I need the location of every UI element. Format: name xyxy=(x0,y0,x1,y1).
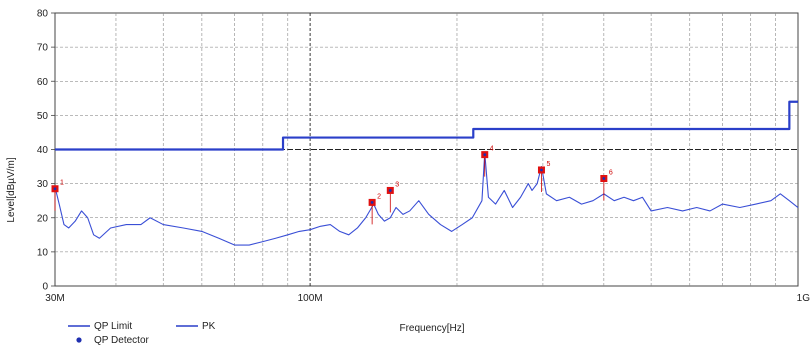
legend-swatch-qp-detector xyxy=(76,337,82,343)
legend-label-pk: PK xyxy=(202,321,216,332)
y-tick-label: 70 xyxy=(37,43,49,54)
legend: QP Limit PK QP Detector xyxy=(68,321,216,346)
y-tick-label: 50 xyxy=(37,111,49,122)
markers-layer: 1 2 3 4 5 6 xyxy=(51,146,613,225)
x-tick-label: 100M xyxy=(298,293,323,304)
qp-detector-point xyxy=(53,187,57,191)
series-layer xyxy=(54,100,799,246)
qp-detector-point xyxy=(370,200,374,204)
y-tick-label: 80 xyxy=(37,9,49,20)
marker-label: 4 xyxy=(490,146,494,153)
qp-detector-point xyxy=(602,177,606,180)
legend-label-qp-limit: QP Limit xyxy=(94,321,132,332)
marker-label: 2 xyxy=(377,193,381,200)
y-tick-label: 10 xyxy=(37,247,49,258)
x-tick-label: 30M xyxy=(45,293,64,304)
marker-label: 3 xyxy=(395,181,399,188)
y-tick-label: 20 xyxy=(37,213,49,224)
marker-label: 5 xyxy=(546,161,550,168)
y-tick-labels: 0 10 20 30 40 50 60 70 80 xyxy=(37,9,55,293)
marker-label: 1 xyxy=(60,180,64,187)
y-tick-label: 60 xyxy=(37,77,49,88)
series-line-qp-limit xyxy=(55,100,798,151)
x-tick-labels: 30M 100M 1G xyxy=(45,293,810,304)
qp-detector-point xyxy=(388,189,392,192)
legend-label-qp-detector: QP Detector xyxy=(94,335,150,346)
x-axis-label: Frequency[Hz] xyxy=(399,323,464,334)
qp-detector-point xyxy=(483,153,487,157)
y-axis-label: Level[dBµV/m] xyxy=(6,157,17,222)
series-line-pk xyxy=(54,152,799,246)
y-tick-label: 40 xyxy=(37,145,49,156)
marker-label: 6 xyxy=(609,170,613,177)
y-tick-label: 0 xyxy=(42,282,48,293)
y-tick-label: 30 xyxy=(37,179,49,190)
x-tick-label: 1G xyxy=(797,293,811,304)
qp-detector-point xyxy=(540,168,543,172)
